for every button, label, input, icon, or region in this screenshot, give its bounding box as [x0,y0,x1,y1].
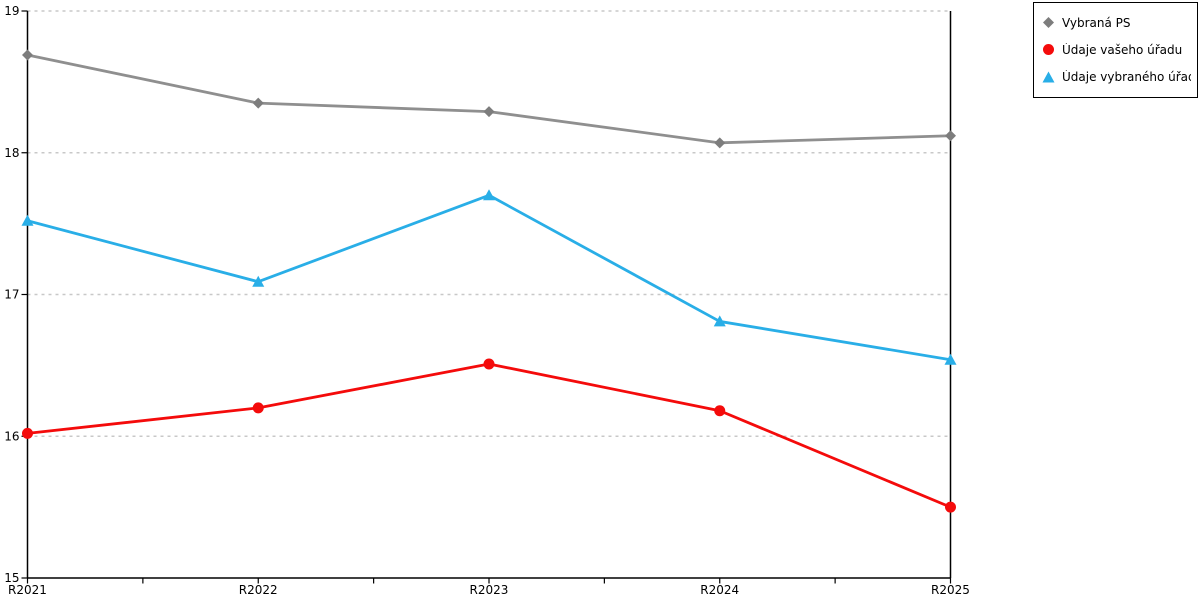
data-point-triangle [21,214,34,226]
data-point-diamond [483,106,495,118]
data-point-circle [945,501,956,513]
y-axis-tick-label: 18 [4,146,19,160]
data-point-triangle [944,353,957,365]
data-point-circle [22,427,33,439]
data-point-diamond [714,137,726,149]
legend-item-udaje-vaseho-uradu: Údaje vašeho úřadu [1042,43,1191,57]
data-point-triangle [483,189,495,201]
data-point-circle [252,402,264,414]
y-axis-tick-label: 15 [4,571,19,585]
legend-item-vybrana-ps: Vybraná PS [1042,16,1191,30]
legend-label: Vybraná PS [1062,15,1131,30]
data-point-diamond [22,49,33,61]
x-axis-tick-label: R2024 [700,583,739,597]
series-line-diamond [26,53,952,145]
series-line-triangle [26,193,952,362]
legend: Vybraná PS Údaje vašeho úřadu Údaje vybr… [1033,2,1198,98]
data-point-circle [714,405,726,417]
data-point-diamond [252,97,264,109]
legend-label: Údaje vybraného úřadu [1062,70,1191,85]
x-axis-tick-label: R2021 [8,583,47,597]
series-line-circle [26,362,952,509]
legend-item-udaje-vybraneho-uradu: Údaje vybraného úřadu [1042,70,1191,84]
circle-icon [1043,44,1054,56]
triangle-icon [1042,71,1055,83]
x-axis-tick-label: R2023 [470,583,509,597]
data-point-circle [483,358,495,370]
y-axis-tick-label: 19 [4,4,19,18]
data-point-triangle [713,315,726,327]
data-point-triangle [252,275,265,287]
y-axis-tick-label: 17 [4,288,19,302]
x-axis-tick-label: R2025 [931,583,970,597]
y-axis-tick-label: 16 [4,429,19,443]
legend-label: Údaje vašeho úřadu [1062,42,1183,57]
diamond-icon [1043,17,1054,29]
x-axis-tick-label: R2022 [239,583,278,597]
data-point-diamond [945,130,956,142]
